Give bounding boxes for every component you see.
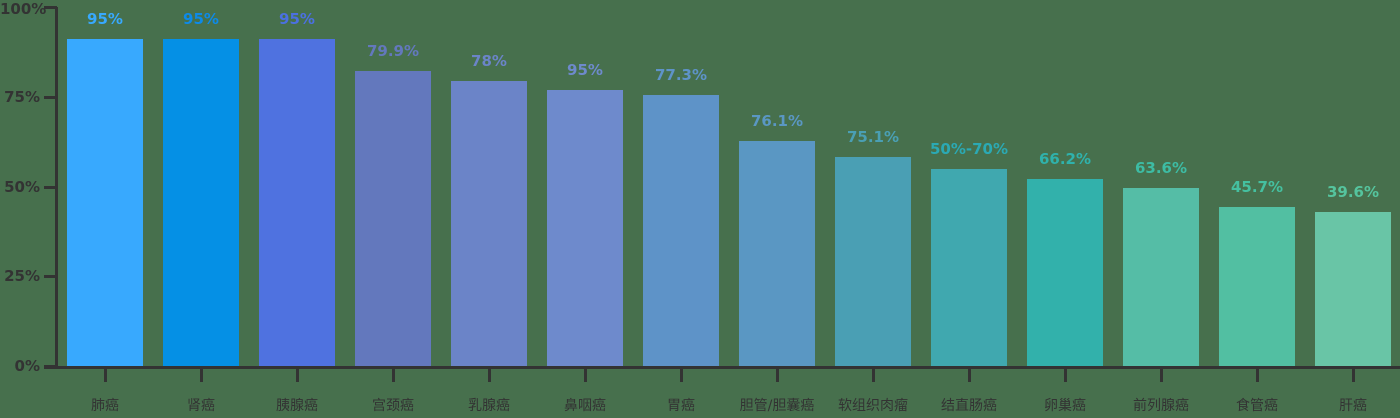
y-axis-tick [44, 185, 57, 189]
bar-value-label: 45.7% [1230, 177, 1284, 196]
bar [67, 39, 143, 366]
x-axis-tick [295, 369, 299, 382]
y-axis-tick-label: 0% [14, 357, 40, 375]
bar [451, 80, 527, 366]
x-axis-category-label: 鼻咽癌 [564, 398, 606, 414]
x-axis-category-label: 食管癌 [1236, 398, 1278, 414]
bar-value-label: 95% [279, 10, 315, 29]
bar-value-label: 76.1% [750, 111, 804, 130]
x-axis-tick [1159, 369, 1163, 382]
x-axis-tick [391, 369, 395, 382]
x-axis-category-label: 胰腺癌 [276, 398, 318, 414]
bar-value-label: 66.2% [1038, 149, 1092, 168]
y-axis-tick-label: 75% [4, 87, 40, 106]
bar-value-label: 50%-70% [929, 139, 1009, 158]
x-axis-tick [1063, 369, 1067, 382]
x-axis-tick [583, 369, 587, 382]
y-axis-tick [44, 6, 57, 9]
y-axis-tick-label: 50% [4, 177, 40, 196]
x-axis-category-label: 宫颈癌 [372, 398, 414, 414]
bar-value-label: 75.1% [846, 128, 900, 147]
y-axis-tick [44, 275, 57, 279]
bar-value-label: 95% [183, 10, 219, 29]
x-axis-category-label: 肺癌 [91, 398, 119, 414]
bar [835, 157, 911, 366]
x-axis-line [44, 366, 1400, 369]
x-axis-category-label: 肾癌 [187, 398, 215, 414]
bar-value-label: 78% [471, 51, 507, 70]
bar-value-label: 63.6% [1134, 158, 1188, 177]
x-axis-category-label: 前列腺癌 [1133, 398, 1189, 414]
bar [1219, 206, 1295, 366]
x-axis-category-label: 软组织肉瘤 [838, 398, 908, 414]
y-axis-tick-label: 100% [0, 0, 47, 18]
x-axis-tick [1351, 369, 1355, 382]
bar [643, 94, 719, 366]
x-axis-category-label: 胆管/胆囊癌 [739, 398, 815, 414]
y-axis-tick-label: 25% [4, 267, 40, 286]
bar [547, 89, 623, 366]
bar-value-label: 95% [567, 60, 603, 79]
x-axis-tick [871, 369, 875, 382]
bar-value-label: 95% [87, 10, 123, 29]
x-axis-tick [775, 369, 779, 382]
bar [1123, 187, 1199, 366]
x-axis-tick [103, 369, 107, 382]
bar [1315, 211, 1391, 366]
bar [1027, 178, 1103, 366]
bar [931, 168, 1007, 366]
x-axis-category-label: 肝癌 [1339, 398, 1367, 414]
x-axis-tick [199, 369, 203, 382]
x-axis-category-label: 卵巢癌 [1044, 398, 1086, 414]
bar [163, 39, 239, 366]
y-axis-tick [44, 95, 57, 99]
bar [739, 140, 815, 366]
x-axis-category-label: 结直肠癌 [941, 398, 997, 414]
bar [355, 70, 431, 366]
bar-value-label: 77.3% [654, 65, 708, 84]
x-axis-category-label: 胃癌 [667, 398, 695, 414]
x-axis-tick [679, 369, 683, 382]
x-axis-tick [487, 369, 491, 382]
bar [259, 39, 335, 366]
bar-value-label: 39.6% [1326, 182, 1380, 201]
x-axis-category-label: 乳腺癌 [468, 398, 510, 414]
x-axis-tick [967, 369, 971, 382]
x-axis-tick [1255, 369, 1259, 382]
bar-value-label: 79.9% [366, 41, 420, 60]
